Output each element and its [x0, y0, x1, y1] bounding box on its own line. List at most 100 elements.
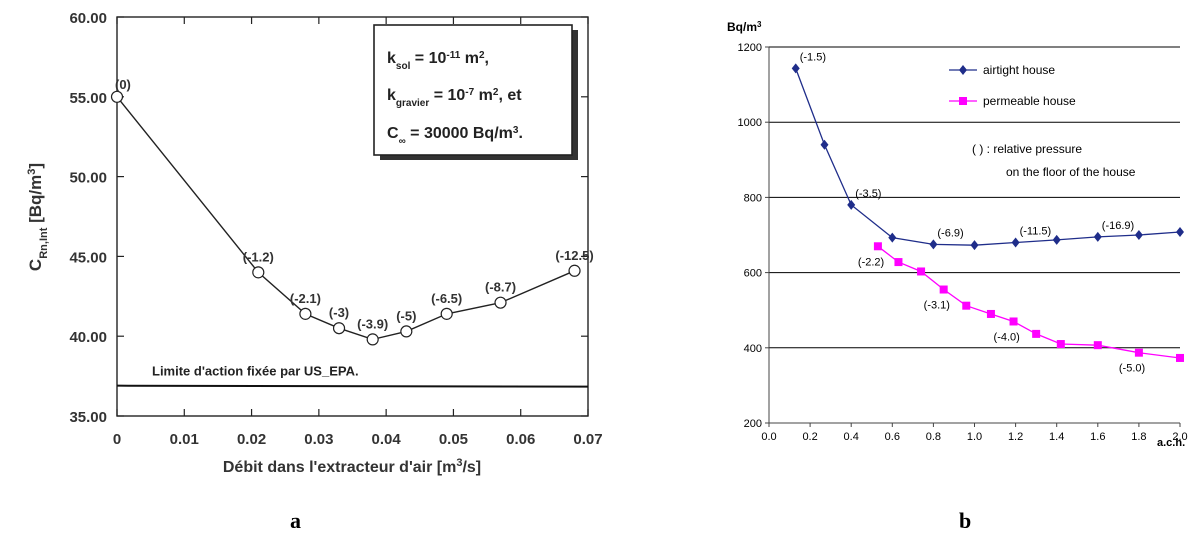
chart-b-point-airtight: [1176, 226, 1184, 237]
chart-b-x-tick-label: 0.6: [885, 431, 900, 443]
chart-a-x-tick-label: 0.06: [506, 431, 535, 448]
chart-b-point-airtight: [1134, 230, 1143, 240]
chart-a-x-tick-label: 0: [113, 431, 121, 448]
chart-a-y-tick-label: 55.00: [69, 90, 107, 107]
chart-b-point-airtight: [1052, 234, 1061, 245]
chart-b-point-label: (-5.0): [1119, 363, 1145, 375]
chart-a-point-label: (-3.9): [357, 316, 388, 331]
chart-a-point-label: (-12.5): [555, 248, 593, 263]
chart-b-x-tick-label: 1.4: [1049, 431, 1064, 443]
chart-b-point-airtight: [847, 199, 856, 210]
chart-b-point-label: (-2.2): [858, 256, 884, 268]
chart-b-x-tick-label: 0.8: [926, 431, 941, 443]
chart-a-y-tick-labels: 35.00 40.00 45.00 50.00 55.00 60.00: [69, 10, 107, 426]
legend-airtight-label: airtight house: [983, 63, 1055, 77]
chart-a-point-label: (-6.5): [431, 291, 462, 306]
chart-a-reference-line: [116, 384, 589, 388]
chart-a-x-tick-label: 0.05: [439, 431, 468, 448]
chart-b-y-tick-label: 600: [744, 268, 762, 280]
chart-b-x-tick-label: 1.8: [1131, 431, 1146, 443]
chart-a-y-tick-label: 60.00: [69, 10, 107, 27]
chart-a-point: [299, 307, 312, 320]
chart-b-point-airtight: [1093, 231, 1102, 242]
chart-b-x-tick-label: 1.2: [1008, 431, 1023, 443]
chart-a-x-tick-label: 0.07: [573, 431, 602, 448]
chart-b-gridlines: [769, 46, 1180, 349]
chart-b-y-tick-label: 1000: [738, 117, 762, 129]
chart-a-x-axis-label: Débit dans l'extracteur d'air [m3/s]: [223, 457, 481, 476]
chart-b-x-tick-label: 2.0: [1172, 431, 1187, 443]
chart-b-point-permeable: [1134, 348, 1143, 357]
chart-a-annotation-cinf: C∞ = 30000 Bq/m3.: [387, 125, 523, 147]
chart-a-y-axis-label: CRn,Int [Bq/m3]: [26, 163, 50, 271]
chart-b-point-airtight: [929, 239, 938, 250]
chart-b: 0.0 0.2 0.4 0.6 0.8 1.0 1.2 1.4 1.6 1.8 2.0 200 400…: [727, 20, 1188, 534]
chart-b-x-tick-label: 0.0: [761, 431, 776, 443]
chart-a-annotation-box: [373, 24, 573, 156]
chart-b-point-label: (-1.5): [800, 51, 826, 63]
chart-b-x-tick-label: 0.2: [802, 431, 817, 443]
legend-note-bg: [955, 135, 1165, 187]
chart-b-point-airtight: [820, 139, 829, 150]
chart-b-y-tick-label: 1200: [738, 42, 762, 54]
chart-a-point-label: (0): [115, 77, 131, 92]
chart-a-point: [568, 264, 581, 277]
legend-permeable-marker: [959, 97, 967, 105]
chart-a-point: [110, 90, 124, 103]
chart-b-panel-label: b: [959, 508, 971, 533]
chart-a-x-tick-label: 0.04: [372, 431, 402, 448]
chart-b-point-label: (-4.0): [994, 331, 1020, 343]
chart-a-point: [400, 325, 413, 338]
chart-a-point: [332, 322, 346, 335]
chart-b-x-axis-label: a.c.h.: [1157, 437, 1185, 449]
chart-a-y-tick-label: 50.00: [69, 170, 107, 187]
chart-b-y-tick-label: 200: [744, 418, 762, 430]
chart-b-point-label: (-6.9): [937, 227, 963, 239]
chart-a-x-tick-labels: 0 0.01 0.02 0.03 0.04 0.05 0.06 0.07: [113, 431, 603, 448]
chart-a-y-tick-label: 35.00: [69, 409, 107, 426]
chart-b-y-tick-labels: 200 400 600 800 1000 1200: [738, 42, 762, 430]
chart-a-point-label: (-3): [329, 305, 349, 320]
chart-b-point-permeable: [1093, 341, 1102, 350]
chart-b-note-line2: on the floor of the house: [1006, 165, 1136, 179]
legend-permeable-label: permeable house: [983, 94, 1076, 108]
chart-a-x-tick-label: 0.01: [170, 431, 199, 448]
chart-b-point-permeable: [986, 309, 995, 318]
chart-b-point-permeable: [939, 285, 948, 294]
chart-a-point: [440, 307, 453, 320]
chart-b-y-unit: Bq/m3: [727, 20, 762, 35]
chart-b-point-permeable: [873, 242, 882, 251]
chart-b-x-tick-label: 1.0: [967, 431, 982, 443]
chart-a-point-label: (-8.7): [485, 280, 516, 295]
chart-a-reference-label: Limite d'action fixée par US_EPA.: [152, 364, 359, 379]
chart-b-y-tick-label: 800: [744, 192, 762, 204]
chart-a-point-label: (-5): [396, 308, 416, 323]
chart-a-point-label: (-2.1): [290, 291, 321, 306]
chart-a-y-tick-label: 45.00: [69, 249, 107, 266]
chart-a-x-tick-label: 0.03: [304, 431, 333, 448]
chart-a-y-tick-label: 40.00: [69, 329, 107, 346]
chart-b-ticks: [765, 46, 1181, 427]
chart-a-point-label: (-1.2): [243, 249, 274, 264]
chart-b-point-airtight: [791, 63, 800, 74]
chart-a-point: [494, 296, 507, 309]
chart-b-point-permeable: [1056, 340, 1065, 349]
chart-b-point-label: (-16.9): [1102, 220, 1134, 232]
chart-b-x-tick-label: 1.6: [1090, 431, 1105, 443]
chart-b-legend: airtight house permeable house ( ) : rel…: [949, 63, 1165, 187]
chart-b-point-label: (-11.5): [1020, 226, 1052, 238]
chart-a-plot-frame: [116, 16, 589, 417]
chart-b-x-tick-label: 0.4: [844, 431, 859, 443]
chart-b-point-permeable: [1009, 317, 1018, 326]
chart-b-point-permeable: [894, 258, 903, 267]
chart-b-point-permeable: [917, 267, 926, 276]
chart-b-y-tick-label: 400: [744, 343, 762, 355]
chart-a: 0 0.01 0.02 0.03 0.04 0.05 0.06 0.07 35.00 40.00…: [26, 10, 603, 533]
chart-a-annotation-kgravier: kgravier = 10-7 m2, et: [387, 87, 522, 109]
chart-b-point-airtight: [1011, 237, 1020, 248]
chart-b-point-label: (-3.5): [855, 188, 881, 200]
chart-b-point-airtight: [970, 240, 979, 251]
chart-b-point-permeable: [1032, 329, 1041, 338]
chart-a-ticks: [116, 16, 589, 417]
